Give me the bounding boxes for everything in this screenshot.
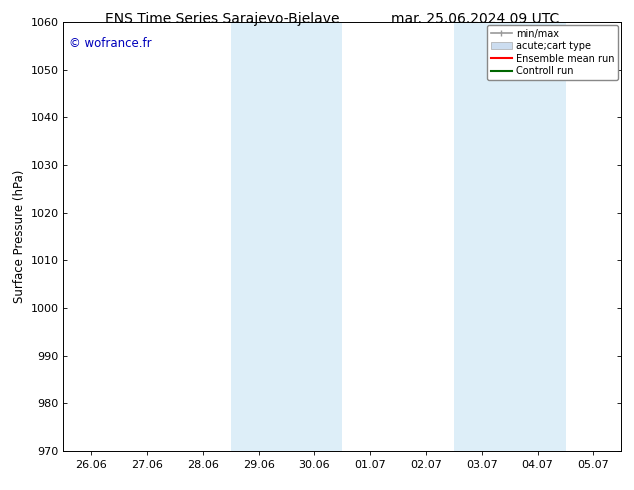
Legend: min/max, acute;cart type, Ensemble mean run, Controll run: min/max, acute;cart type, Ensemble mean …: [487, 25, 618, 80]
Text: ENS Time Series Sarajevo-Bjelave: ENS Time Series Sarajevo-Bjelave: [105, 12, 339, 26]
Text: mar. 25.06.2024 09 UTC: mar. 25.06.2024 09 UTC: [391, 12, 560, 26]
Bar: [231, 22, 342, 451]
Bar: [454, 22, 566, 451]
Y-axis label: Surface Pressure (hPa): Surface Pressure (hPa): [13, 170, 26, 303]
Text: © wofrance.fr: © wofrance.fr: [69, 37, 152, 50]
